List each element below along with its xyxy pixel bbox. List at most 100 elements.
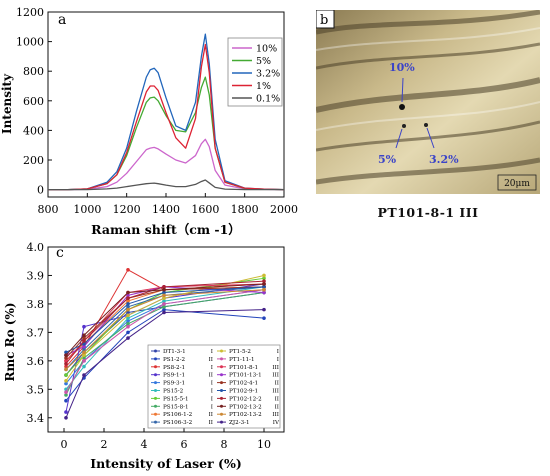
- legend-marker-c: [220, 389, 223, 392]
- legend-class-c: I: [211, 404, 213, 410]
- x-tick-label-a: 1800: [231, 203, 259, 216]
- legend-label-c: PT102-12-2: [229, 396, 262, 402]
- y-tick-label-c: 3.7: [27, 326, 45, 339]
- rmc-point: [64, 353, 68, 357]
- legend-marker-c: [220, 373, 223, 377]
- x-tick-label-a: 800: [38, 203, 59, 216]
- legend-label-c: PS15-8-1: [163, 404, 189, 410]
- y-tick-label-a: 1000: [16, 36, 44, 49]
- legend-label-c: PT102-13-2: [229, 404, 262, 410]
- legend-box-c: [147, 344, 281, 429]
- rmc-point: [64, 359, 68, 363]
- legend-class-c: IV: [273, 420, 280, 426]
- rmc-point: [64, 367, 68, 372]
- y-tick-label-c: 3.6: [27, 355, 45, 368]
- y-axis-label-c: Rmc Ro (%): [3, 302, 17, 381]
- rmc-point: [82, 350, 86, 355]
- rmc-point: [82, 373, 86, 377]
- legend-class-c: I: [277, 357, 279, 363]
- rmc-point: [82, 353, 86, 357]
- rmc-point: [126, 316, 130, 320]
- annotation-10: 10%: [389, 61, 415, 74]
- legend-label-a: 5%: [256, 56, 271, 67]
- legend-label-c: PT101-13-1: [229, 373, 262, 379]
- y-tick-label-c: 3.4: [27, 412, 45, 425]
- x-tick-label-c: 10: [257, 438, 271, 451]
- legend-marker-c: [154, 404, 157, 408]
- rmc-point: [82, 336, 86, 340]
- legend-class-c: III: [272, 412, 279, 418]
- y-tick-label-a: 0: [37, 184, 44, 197]
- legend-label-c: DT1-3-1: [163, 349, 186, 355]
- legend-class-c: II: [275, 396, 279, 402]
- legend-marker-c: [220, 404, 223, 408]
- legend-label-c: PS8-2-1: [163, 365, 185, 371]
- x-tick-label-a: 1400: [152, 203, 180, 216]
- legend-marker-c: [220, 365, 223, 369]
- x-axis-label-c: Intensity of Laser (%): [90, 456, 242, 471]
- legend-label-c: PS106-1-2: [163, 412, 193, 418]
- rmc-point: [64, 410, 68, 414]
- panel-a-label: a: [58, 12, 66, 28]
- legend-marker-c: [154, 389, 157, 392]
- legend-class-c: I: [211, 396, 213, 402]
- rmc-point: [126, 313, 130, 318]
- rmc-point: [126, 319, 130, 323]
- rmc-point: [162, 285, 166, 289]
- spectrum-line: [48, 179, 284, 191]
- legend-class-c: I: [211, 349, 213, 355]
- rmc-point: [126, 322, 130, 326]
- rmc-point: [64, 381, 68, 386]
- y-tick-label-c: 3.5: [27, 383, 45, 396]
- legend-class-c: III: [272, 365, 279, 371]
- rmc-point: [262, 290, 266, 295]
- legend-class-c: I: [211, 381, 213, 387]
- legend-class-c: II: [275, 404, 279, 410]
- y-tick-label-a: 400: [23, 124, 44, 137]
- legend-marker-c: [154, 373, 157, 377]
- rmc-point: [82, 333, 86, 338]
- legend-label-c: PT101-8-1: [229, 365, 258, 371]
- x-tick-label-c: 4: [141, 438, 148, 451]
- x-tick-label-c: 0: [61, 438, 68, 451]
- legend-label-a: 10%: [256, 44, 277, 55]
- rmc-point: [262, 307, 266, 312]
- rmc-point: [82, 324, 86, 329]
- legend-label-c: PS9-1-1: [163, 373, 185, 379]
- rmc-point: [64, 373, 68, 377]
- legend-label-c: PT102-4-1: [229, 381, 258, 387]
- rmc-point: [82, 364, 86, 369]
- rmc-point: [64, 393, 68, 397]
- annotation-5: 5%: [378, 153, 397, 166]
- rmc-point: [262, 285, 266, 289]
- rmc-point: [162, 307, 166, 312]
- legend-marker-c: [154, 365, 157, 369]
- x-axis-label-a: Raman shift（cm -1）: [91, 222, 241, 237]
- legend-class-c: II: [209, 412, 213, 418]
- rmc-point: [126, 336, 130, 340]
- legend-label-c: PT1-5-2: [229, 349, 251, 355]
- rmc-point: [82, 339, 86, 343]
- rmc-point: [162, 304, 166, 309]
- rmc-point: [126, 290, 130, 295]
- legend-label-c: PS106-3-2: [163, 420, 193, 426]
- rmc-point: [64, 361, 68, 366]
- panel-c-label: c: [56, 245, 64, 261]
- rmc-point: [162, 293, 166, 298]
- scale-bar-box: [497, 174, 537, 191]
- legend-label-a: 1%: [256, 81, 271, 92]
- legend-label-c: PT102-9-1: [229, 389, 258, 395]
- legend-marker-c: [220, 420, 223, 424]
- spectrum-line: [48, 138, 285, 191]
- legend-marker-c: [220, 349, 223, 353]
- legend-class-c: II: [275, 381, 279, 387]
- rmc-point: [262, 287, 266, 292]
- legend-class-c: III: [272, 373, 279, 379]
- rmc-point: [262, 276, 266, 281]
- rmc-point: [162, 302, 166, 306]
- plot-frame-c: [47, 246, 285, 433]
- legend-class-c: II: [209, 373, 213, 379]
- annotation-3-2: 3.2%: [429, 153, 459, 166]
- rmc-point: [126, 293, 130, 298]
- rmc-point: [162, 287, 166, 292]
